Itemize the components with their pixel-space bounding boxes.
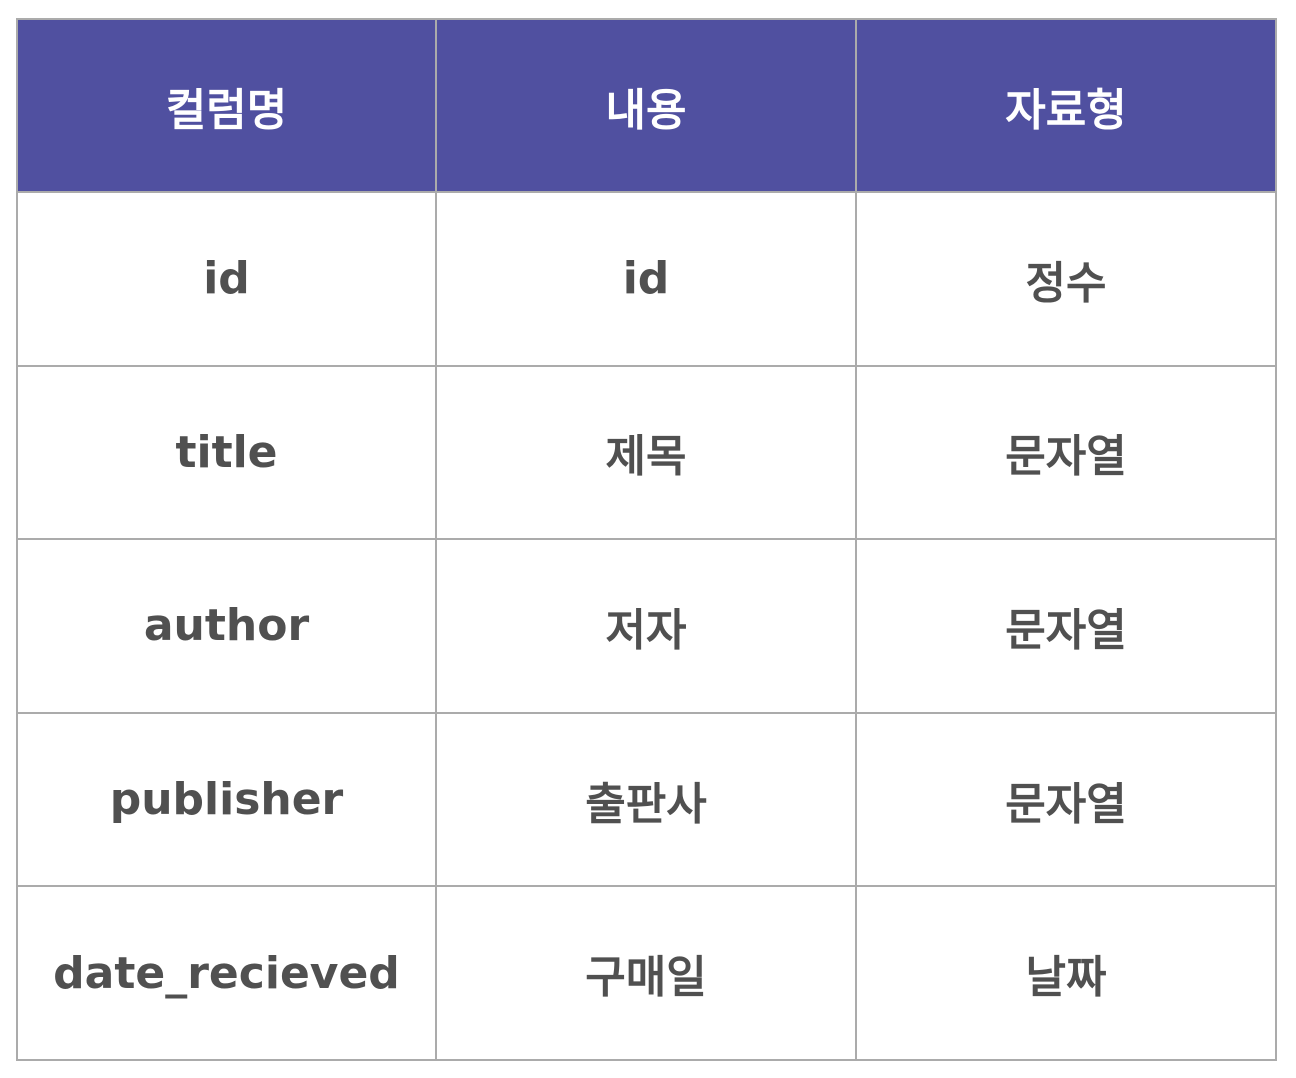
cell-data-type: 문자열: [855, 711, 1277, 888]
header-row: 컬럼명 내용 자료형: [16, 18, 1277, 193]
schema-table: 컬럼명 내용 자료형 id id 정수 title 제목 문자열 author …: [16, 18, 1277, 1061]
cell-description: 구매일: [435, 885, 857, 1061]
column-header-type: 자료형: [855, 18, 1277, 193]
column-header-description: 내용: [435, 18, 857, 193]
cell-data-type: 날짜: [855, 885, 1277, 1061]
cell-description: 저자: [435, 538, 857, 714]
cell-data-type: 문자열: [855, 538, 1277, 714]
cell-description: id: [435, 191, 857, 367]
cell-column-name: publisher: [16, 711, 437, 888]
cell-column-name: id: [16, 191, 437, 367]
cell-description: 제목: [435, 364, 857, 541]
cell-column-name: author: [16, 538, 437, 714]
table-header: 컬럼명 내용 자료형: [16, 18, 1277, 193]
cell-description: 출판사: [435, 711, 857, 888]
table-row: publisher 출판사 문자열: [16, 711, 1277, 888]
table-row: title 제목 문자열: [16, 364, 1277, 541]
table-body: id id 정수 title 제목 문자열 author 저자 문자열 publ…: [16, 191, 1277, 1061]
cell-data-type: 문자열: [855, 364, 1277, 541]
cell-column-name: date_recieved: [16, 885, 437, 1061]
cell-column-name: title: [16, 364, 437, 541]
column-header-name: 컬럼명: [16, 18, 437, 193]
table-row: date_recieved 구매일 날짜: [16, 885, 1277, 1061]
table-row: author 저자 문자열: [16, 538, 1277, 714]
table-row: id id 정수: [16, 191, 1277, 367]
cell-data-type: 정수: [855, 191, 1277, 367]
